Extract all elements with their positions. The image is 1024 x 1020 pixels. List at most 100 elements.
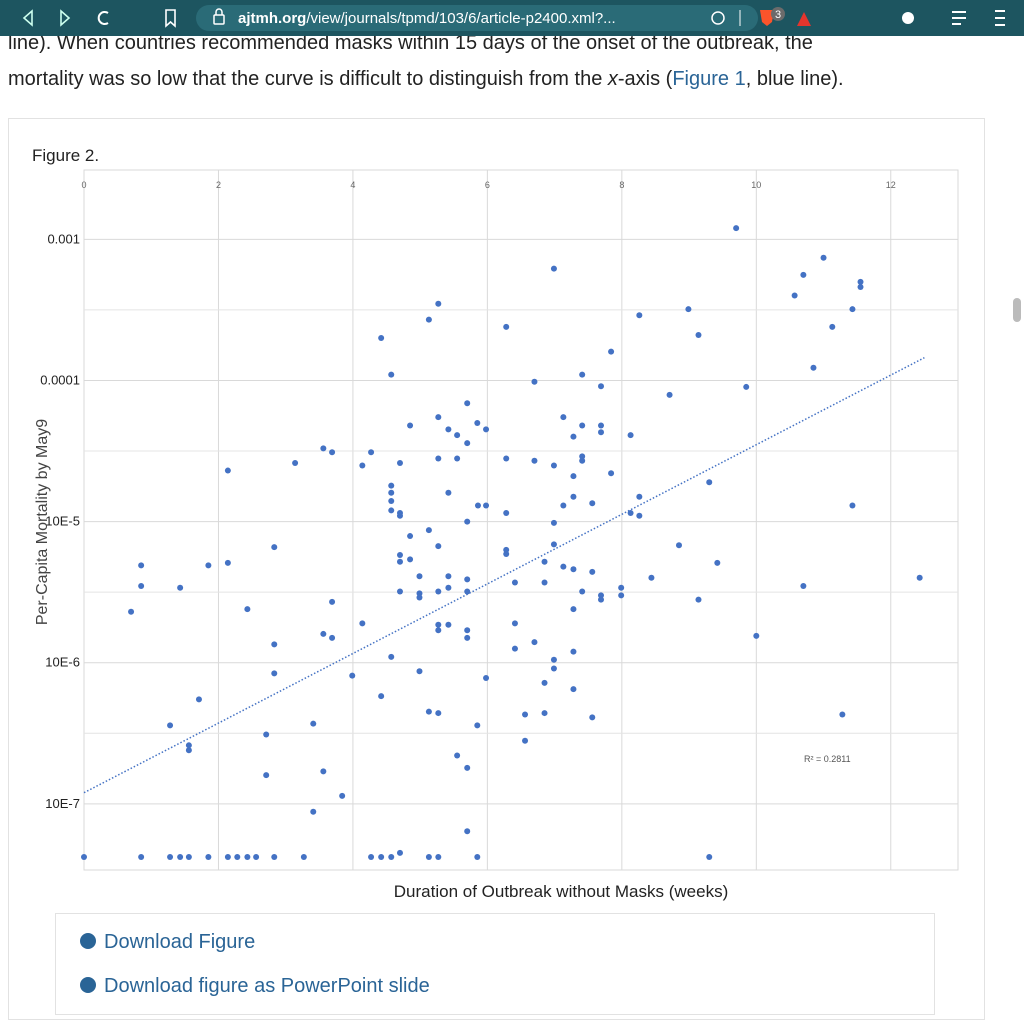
point bbox=[435, 854, 442, 861]
point bbox=[435, 621, 442, 628]
point bbox=[454, 455, 461, 462]
point bbox=[714, 559, 721, 566]
menu-button[interactable] bbox=[995, 10, 1005, 26]
point bbox=[636, 512, 643, 519]
point bbox=[706, 854, 713, 861]
point bbox=[388, 489, 395, 496]
point bbox=[541, 710, 548, 717]
point bbox=[464, 764, 471, 771]
download-link[interactable]: Download Figure bbox=[80, 931, 255, 954]
point bbox=[511, 645, 518, 652]
point bbox=[464, 588, 471, 595]
y-tick-label: 10E-7 bbox=[45, 796, 80, 811]
point bbox=[244, 854, 251, 861]
point bbox=[195, 696, 202, 703]
point bbox=[388, 854, 395, 861]
point bbox=[464, 400, 471, 407]
point bbox=[378, 334, 385, 341]
point bbox=[263, 731, 270, 738]
point bbox=[425, 708, 432, 715]
url-text: ajtmh.org/view/journals/tpmd/103/6/artic… bbox=[238, 10, 616, 27]
playlist-button[interactable] bbox=[952, 11, 966, 25]
point bbox=[359, 462, 366, 469]
scrollbar[interactable] bbox=[1013, 298, 1021, 322]
point bbox=[753, 632, 760, 639]
point bbox=[560, 563, 567, 570]
point bbox=[522, 711, 529, 718]
point bbox=[407, 422, 414, 429]
point bbox=[339, 792, 346, 799]
point bbox=[320, 630, 327, 637]
article-line-1: line). When countries recommended masks … bbox=[8, 32, 813, 54]
point bbox=[349, 672, 356, 679]
point bbox=[396, 588, 403, 595]
point bbox=[916, 574, 923, 581]
y-axis-label: Per-Capita Mortality by May9 bbox=[34, 419, 51, 625]
point bbox=[310, 720, 317, 727]
point bbox=[167, 722, 174, 729]
point bbox=[407, 556, 414, 563]
download-link[interactable]: Download figure as PowerPoint slide bbox=[80, 975, 430, 998]
point bbox=[483, 674, 490, 681]
badge bbox=[771, 7, 785, 21]
point bbox=[511, 620, 518, 627]
point bbox=[570, 493, 577, 500]
point bbox=[483, 502, 490, 509]
point bbox=[445, 426, 452, 433]
point bbox=[271, 641, 278, 648]
x-axis-label: Duration of Outbreak without Masks (week… bbox=[394, 882, 728, 901]
x-tick-label: 10 bbox=[751, 180, 761, 190]
point bbox=[570, 606, 577, 613]
back-button[interactable] bbox=[22, 9, 33, 27]
point bbox=[810, 364, 817, 371]
address-bar[interactable]: ajtmh.org/view/journals/tpmd/103/6/artic… bbox=[196, 5, 758, 31]
point bbox=[511, 579, 518, 586]
x-tick-label: 0 bbox=[81, 180, 86, 190]
y-tick-label: 0.001 bbox=[47, 231, 80, 246]
point bbox=[570, 648, 577, 655]
text: , blue line). bbox=[745, 68, 844, 90]
point bbox=[396, 558, 403, 565]
point bbox=[368, 854, 375, 861]
point bbox=[177, 854, 184, 861]
url-path: /view/journals/tpmd/103/6/article-p2400.… bbox=[306, 10, 616, 27]
point bbox=[435, 588, 442, 595]
point bbox=[550, 656, 557, 663]
point bbox=[185, 747, 192, 754]
point bbox=[666, 391, 673, 398]
point bbox=[388, 482, 395, 489]
point bbox=[550, 519, 557, 526]
point bbox=[300, 854, 307, 861]
brave-icons: 3 bbox=[760, 7, 811, 26]
figure-link[interactable]: Figure 1 bbox=[672, 68, 746, 90]
forward-button[interactable] bbox=[60, 9, 71, 27]
point bbox=[205, 854, 212, 861]
point bbox=[550, 462, 557, 469]
point bbox=[407, 533, 414, 540]
point bbox=[503, 510, 510, 517]
point bbox=[648, 574, 655, 581]
point bbox=[416, 573, 423, 580]
shield-icon[interactable] bbox=[760, 10, 774, 26]
reload-button[interactable] bbox=[97, 11, 109, 25]
point bbox=[829, 323, 836, 330]
point bbox=[598, 429, 605, 436]
point bbox=[271, 670, 278, 677]
point bbox=[706, 479, 713, 486]
point bbox=[800, 271, 807, 278]
rewards-icon[interactable] bbox=[797, 12, 811, 26]
y-tick-label: 10E-6 bbox=[45, 655, 80, 670]
bookmark-button[interactable] bbox=[165, 9, 176, 28]
y-tick-label: 0.0001 bbox=[40, 372, 80, 387]
point bbox=[138, 562, 145, 569]
point bbox=[743, 383, 750, 390]
point bbox=[359, 620, 366, 627]
point bbox=[445, 489, 452, 496]
extensions-button[interactable] bbox=[902, 12, 914, 24]
point bbox=[224, 559, 231, 566]
point bbox=[378, 854, 385, 861]
download-text: Download figure as PowerPoint slide bbox=[104, 975, 430, 997]
point bbox=[618, 592, 625, 599]
point bbox=[435, 627, 442, 634]
browser-toolbar: ajtmh.org/view/journals/tpmd/103/6/artic… bbox=[0, 0, 1024, 36]
